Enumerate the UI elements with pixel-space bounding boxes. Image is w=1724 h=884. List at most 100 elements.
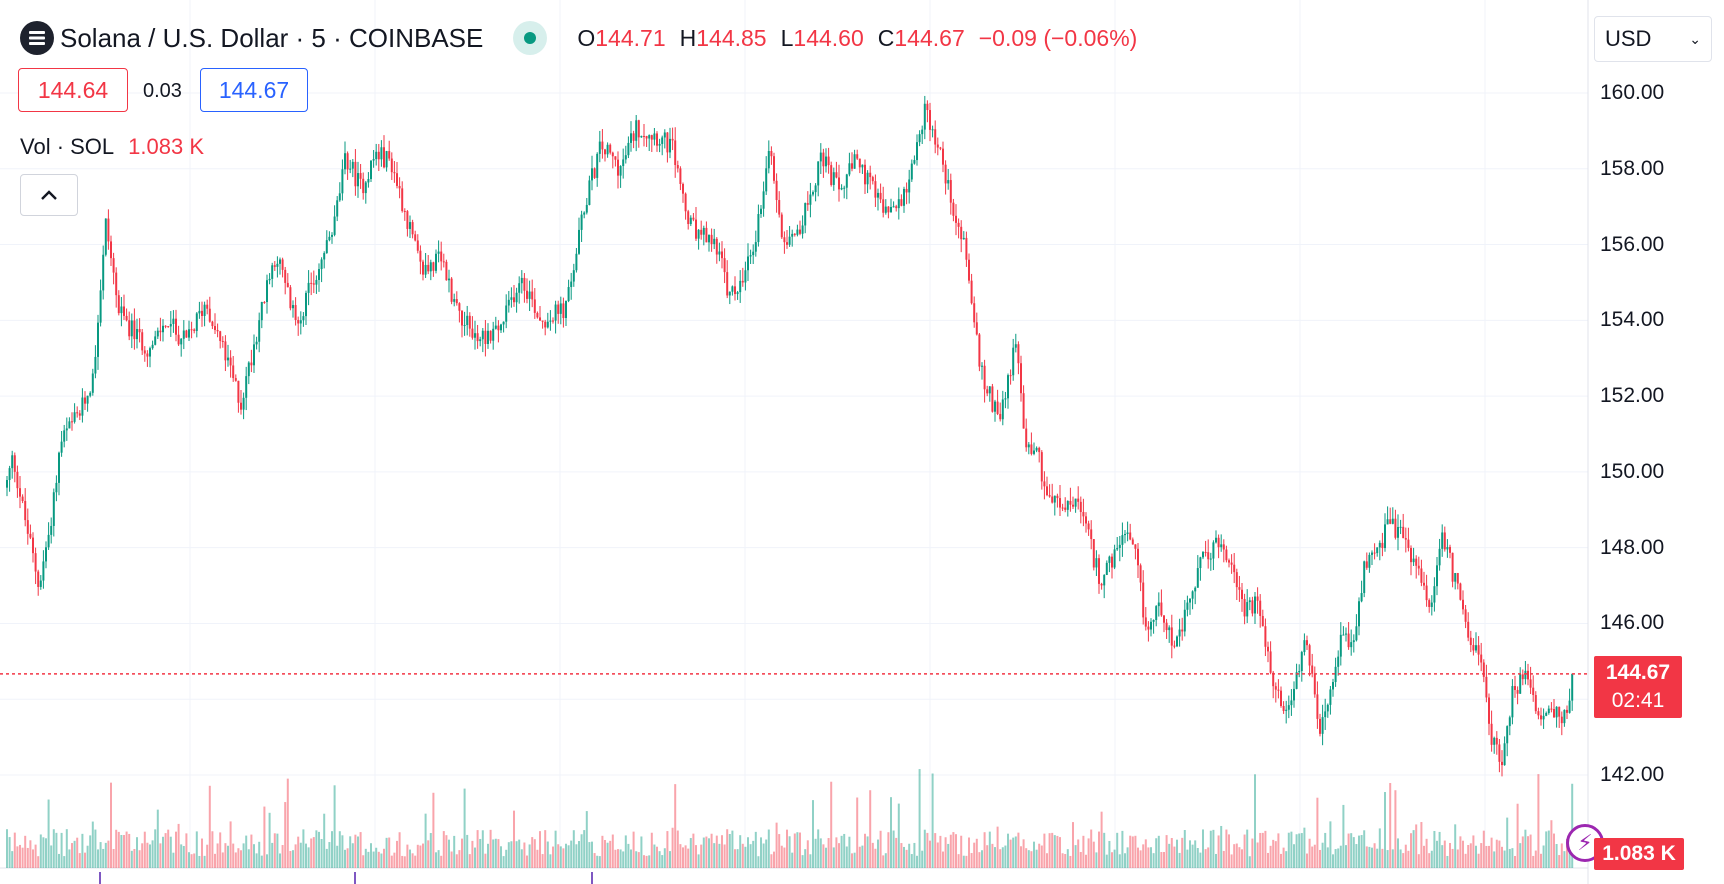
volume-bar [1464, 853, 1467, 868]
volume-bar [708, 838, 710, 868]
candle-body [1264, 626, 1267, 647]
currency-select[interactable]: USD ⌄ [1594, 16, 1712, 62]
volume-bar [1368, 846, 1371, 868]
volume-bar [1306, 853, 1308, 868]
volume-bar [1178, 852, 1181, 868]
volume-bar [42, 837, 45, 868]
volume-bar [1168, 843, 1171, 868]
candle-body [203, 304, 206, 316]
volume-bar [180, 844, 183, 868]
candle-body [497, 325, 500, 331]
candle-body [544, 321, 547, 328]
candle-body [8, 468, 11, 481]
sell-price-button[interactable]: 144.64 [18, 68, 128, 112]
candle-body [450, 278, 453, 302]
volume-bar [739, 835, 742, 868]
volume-bar [952, 832, 955, 868]
volume-bar [1144, 839, 1147, 868]
candle-body [448, 278, 450, 281]
candle-body [195, 313, 198, 331]
candle-body [713, 238, 716, 245]
volume-bar [1059, 837, 1061, 868]
volume-bar [1462, 840, 1464, 868]
candle-body [1085, 516, 1087, 524]
volume-bar [588, 842, 591, 868]
volume-bar [1061, 853, 1064, 868]
candle-body [640, 135, 643, 138]
volume-bar [796, 832, 799, 868]
candle-body [1243, 599, 1246, 617]
candle-body [526, 290, 528, 299]
candlestick-series [6, 95, 1574, 777]
candle-body [78, 413, 81, 416]
market-open-dot-icon[interactable] [513, 21, 548, 55]
candle-body [81, 397, 84, 416]
volume-bar [1373, 843, 1376, 868]
volume-bar [843, 833, 846, 868]
symbol-title[interactable]: Solana / U.S. Dollar · 5 · COINBASE [60, 22, 484, 53]
volume-bar [1285, 851, 1288, 868]
volume-bar [1371, 847, 1373, 868]
candle-body [383, 147, 385, 168]
volume-bar [245, 835, 248, 868]
candle-body [1285, 709, 1288, 711]
candle-body [565, 301, 567, 319]
candle-body [1020, 363, 1022, 394]
volume-bar [76, 837, 79, 868]
candle-body [1259, 600, 1262, 616]
volume-bar [536, 849, 539, 868]
candle-body [1368, 554, 1371, 568]
candle-body [1095, 558, 1098, 568]
candle-body [887, 206, 890, 213]
candle-body [968, 259, 970, 281]
volume-bar [1254, 774, 1256, 868]
candle-body [1339, 634, 1342, 657]
collapse-legend-button[interactable] [20, 174, 78, 216]
volume-bar [302, 829, 305, 868]
buy-price-button[interactable]: 144.67 [200, 68, 308, 112]
candle-body [1048, 495, 1051, 497]
volume-bar [1324, 832, 1327, 868]
candle-body [1228, 560, 1230, 563]
candle-body [253, 344, 255, 366]
candle-body [344, 153, 346, 170]
volume-bar [593, 853, 596, 868]
volume-bar [206, 844, 209, 868]
candle-body [1022, 393, 1025, 429]
candle-body [923, 103, 926, 130]
volume-bar [697, 854, 700, 868]
candle-body [562, 303, 565, 319]
volume-bar [1235, 843, 1238, 868]
volume-bar [208, 785, 211, 868]
candle-body [427, 264, 430, 272]
volume-bar [203, 855, 206, 868]
volume-bar [570, 840, 573, 868]
candle-body [1482, 662, 1485, 677]
candle-body [630, 133, 632, 143]
volume-bar [1264, 830, 1267, 868]
solana-logo-icon [20, 21, 54, 55]
candle-body [1495, 737, 1498, 745]
volume-bar [1043, 833, 1046, 868]
volume-bar [125, 831, 128, 868]
candle-body [682, 183, 684, 194]
candle-body [71, 421, 73, 423]
candle-body [588, 180, 591, 205]
candle-body [481, 330, 484, 340]
candle-body [24, 500, 27, 521]
candle-body [1160, 602, 1163, 616]
volume-bar [1090, 829, 1093, 868]
candle-body [1407, 539, 1410, 548]
candle-body [635, 120, 638, 141]
candle-body [214, 326, 216, 331]
volume-bar [299, 842, 302, 868]
candle-body [1566, 709, 1568, 713]
volume-bar [653, 844, 656, 868]
volume-bar [284, 802, 287, 868]
volume-value: 1.083 K [128, 134, 204, 159]
candle-body [609, 144, 612, 153]
candle-body [1163, 615, 1165, 623]
volume-bar [375, 847, 378, 868]
volume-bar [1072, 822, 1074, 868]
